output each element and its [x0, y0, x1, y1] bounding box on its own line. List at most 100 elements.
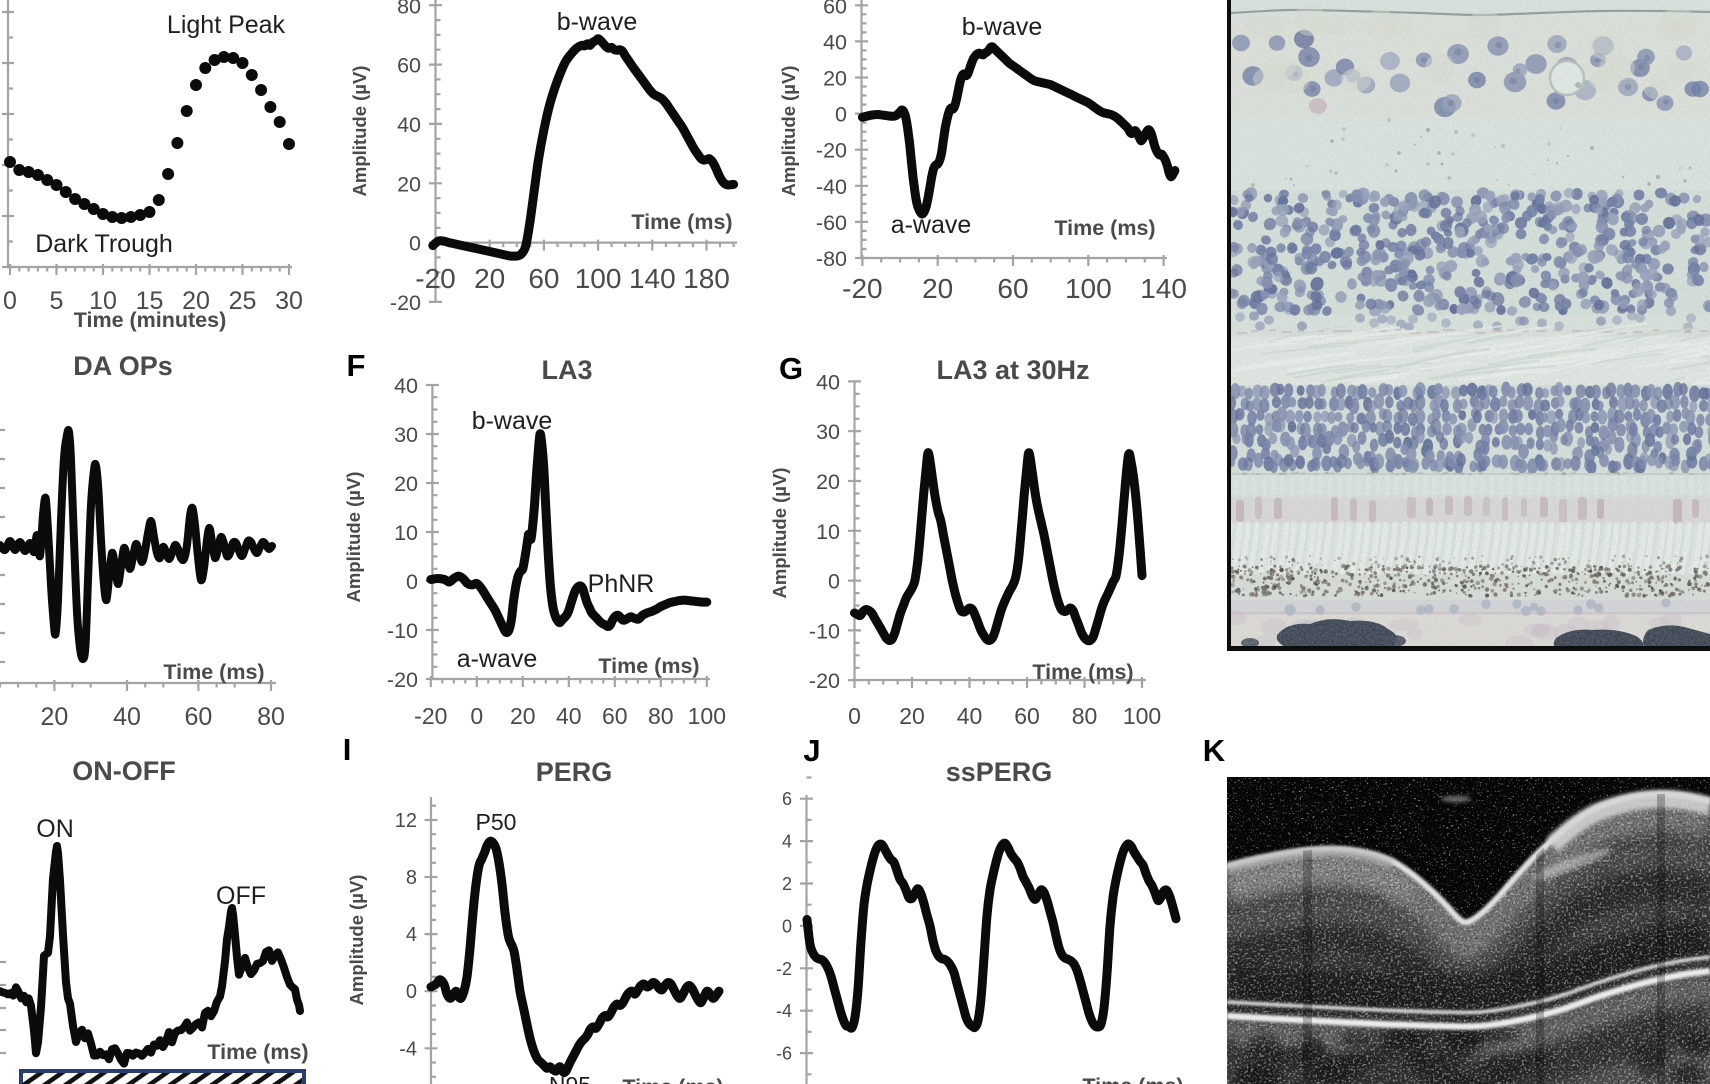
svg-text:ON-OFF: ON-OFF [72, 756, 175, 786]
svg-text:60: 60 [602, 703, 628, 729]
svg-text:4: 4 [406, 924, 417, 946]
svg-text:Amplitude (µV): Amplitude (µV) [343, 472, 364, 603]
svg-text:40: 40 [957, 703, 983, 729]
svg-text:LA3 at 30Hz: LA3 at 30Hz [936, 355, 1089, 385]
svg-text:100: 100 [1123, 703, 1161, 729]
svg-text:60: 60 [823, 0, 847, 18]
svg-text:Time (ms): Time (ms) [631, 210, 732, 234]
svg-text:-20: -20 [842, 273, 882, 304]
svg-text:F: F [347, 348, 366, 383]
svg-text:N95: N95 [549, 1072, 591, 1084]
svg-text:20: 20 [510, 703, 536, 729]
svg-text:ON: ON [36, 815, 74, 843]
svg-text:-20: -20 [816, 139, 847, 163]
svg-text:0: 0 [835, 103, 847, 127]
svg-text:180: 180 [683, 263, 730, 294]
svg-text:Amplitude (µV): Amplitude (µV) [349, 66, 370, 197]
svg-text:PhNR: PhNR [588, 570, 655, 598]
svg-text:60: 60 [397, 54, 421, 78]
svg-text:-20: -20 [414, 703, 447, 729]
svg-text:-20: -20 [387, 668, 418, 692]
svg-text:20: 20 [823, 67, 847, 91]
svg-text:60: 60 [997, 273, 1028, 304]
svg-text:80: 80 [257, 703, 285, 731]
svg-text:Time (ms): Time (ms) [622, 1075, 723, 1084]
svg-text:a-wave: a-wave [457, 645, 538, 673]
svg-text:Amplitude (µV): Amplitude (µV) [346, 875, 367, 1006]
svg-text:Time (ms): Time (ms) [207, 1040, 308, 1064]
svg-text:Time (ms): Time (ms) [1032, 660, 1133, 684]
svg-text:20: 20 [816, 470, 840, 494]
svg-text:-10: -10 [809, 619, 840, 643]
svg-text:20: 20 [394, 472, 418, 496]
svg-text:80: 80 [397, 0, 421, 18]
svg-text:0: 0 [782, 916, 792, 936]
svg-text:OFF: OFF [216, 882, 266, 910]
svg-text:Time (ms): Time (ms) [1054, 216, 1155, 240]
svg-text:ssPERG: ssPERG [946, 757, 1053, 787]
svg-text:10: 10 [394, 521, 418, 545]
svg-text:I: I [343, 732, 352, 767]
svg-text:6: 6 [782, 789, 792, 809]
svg-text:Time (ms): Time (ms) [1082, 1074, 1183, 1084]
svg-text:20: 20 [899, 703, 925, 729]
svg-text:40: 40 [113, 703, 141, 731]
svg-text:5: 5 [50, 287, 64, 315]
svg-text:20: 20 [922, 273, 953, 304]
svg-text:60: 60 [184, 703, 212, 731]
svg-text:-20: -20 [415, 263, 455, 294]
svg-text:G: G [779, 351, 803, 386]
svg-text:Dark Trough: Dark Trough [35, 230, 173, 258]
svg-text:40: 40 [823, 30, 847, 54]
svg-text:140: 140 [1140, 273, 1187, 304]
svg-text:-80: -80 [816, 247, 847, 271]
svg-text:K: K [1203, 733, 1226, 768]
svg-text:-40: -40 [816, 175, 847, 199]
svg-text:0: 0 [406, 981, 417, 1003]
svg-text:20: 20 [40, 703, 68, 731]
svg-text:80: 80 [648, 703, 674, 729]
svg-text:12: 12 [395, 810, 417, 832]
svg-text:-20: -20 [390, 291, 421, 315]
svg-text:40: 40 [556, 703, 582, 729]
svg-text:-20: -20 [809, 669, 840, 693]
svg-text:15: 15 [136, 287, 164, 315]
svg-text:20: 20 [474, 263, 505, 294]
svg-text:J: J [803, 733, 820, 768]
svg-text:Amplitude (µV): Amplitude (µV) [778, 66, 799, 197]
svg-text:100: 100 [575, 263, 622, 294]
svg-text:b-wave: b-wave [962, 13, 1043, 41]
svg-text:Time (minutes): Time (minutes) [74, 308, 227, 332]
svg-text:0: 0 [406, 570, 418, 594]
svg-text:0: 0 [828, 570, 840, 594]
svg-text:0: 0 [3, 287, 17, 315]
svg-text:0: 0 [470, 703, 483, 729]
svg-text:140: 140 [629, 263, 676, 294]
svg-text:30: 30 [394, 423, 418, 447]
svg-text:80: 80 [1072, 703, 1098, 729]
svg-text:4: 4 [782, 832, 792, 852]
svg-text:40: 40 [397, 113, 421, 137]
svg-text:P50: P50 [476, 809, 517, 835]
svg-text:40: 40 [394, 374, 418, 398]
svg-text:-6: -6 [776, 1044, 792, 1064]
svg-text:30: 30 [816, 420, 840, 444]
svg-text:Time (ms): Time (ms) [163, 660, 264, 684]
svg-text:-10: -10 [387, 619, 418, 643]
svg-text:0: 0 [409, 232, 421, 256]
svg-text:100: 100 [688, 703, 726, 729]
svg-text:PERG: PERG [536, 757, 613, 787]
svg-text:DA OPs: DA OPs [73, 351, 173, 381]
svg-text:Amplitude (µV): Amplitude (µV) [769, 468, 790, 599]
svg-text:8: 8 [406, 867, 417, 889]
svg-text:a-wave: a-wave [891, 211, 972, 239]
svg-text:40: 40 [816, 370, 840, 394]
svg-text:2: 2 [782, 874, 792, 894]
svg-text:-4: -4 [399, 1038, 417, 1060]
svg-text:Light Peak: Light Peak [167, 11, 286, 39]
svg-text:30: 30 [275, 287, 303, 315]
svg-text:60: 60 [528, 263, 559, 294]
svg-text:0: 0 [848, 703, 861, 729]
svg-text:Time (ms): Time (ms) [598, 654, 699, 678]
svg-text:LA3: LA3 [541, 355, 592, 385]
